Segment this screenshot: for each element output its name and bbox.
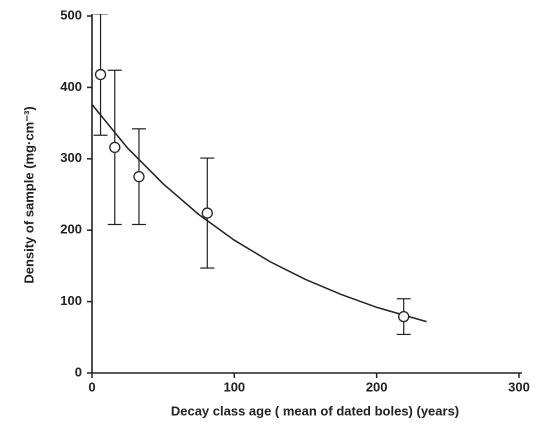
data-point [109,141,121,154]
y-tick-label: 400 [60,79,82,94]
y-tick-label: 100 [60,293,82,308]
y-tick-label: 0 [75,364,82,379]
y-axis-label: Density of sample (mg·cm⁻³) [21,106,36,283]
fit-curve [91,104,427,323]
y-tick-label: 500 [60,7,82,22]
x-axis-label: Decay class age ( mean of dated boles) (… [171,403,459,418]
data-point [94,68,107,81]
y-tick-label: 300 [60,150,82,165]
x-tick-label: 300 [508,379,530,394]
data-point [133,170,145,183]
y-tick-label: 200 [60,222,82,237]
x-tick-label: 100 [223,379,245,394]
data-point [398,310,410,323]
data-point [201,207,213,219]
x-tick-label: 200 [366,379,388,394]
x-tick-label: 0 [88,379,95,394]
